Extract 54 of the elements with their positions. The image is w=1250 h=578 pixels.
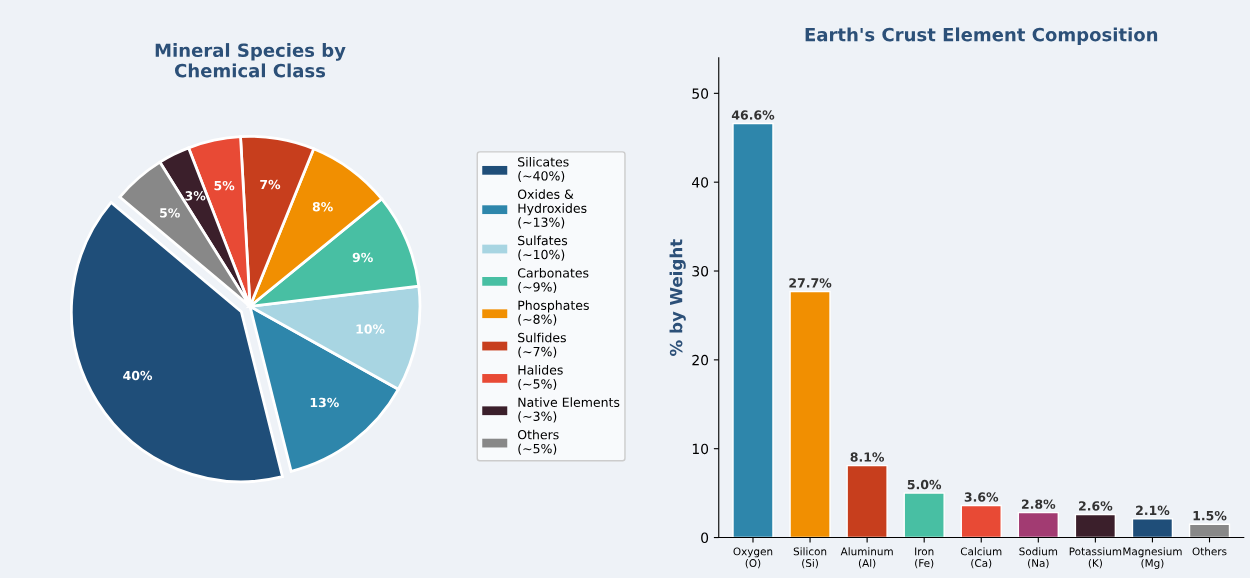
x-tick-label: Potassium (K) <box>1069 547 1122 569</box>
x-tick-label: Magnesium (Mg) <box>1123 547 1182 570</box>
y-tick-label: 20 <box>692 354 709 366</box>
y-tick-label: 40 <box>692 177 709 188</box>
legend-label: Others (~5%) <box>517 429 559 455</box>
data-label: 9% <box>352 252 373 263</box>
bar <box>1074 513 1117 538</box>
data-label: 8% <box>312 201 333 212</box>
bar <box>732 122 774 538</box>
y-axis-title: % by Weight <box>669 239 686 356</box>
bar <box>1017 511 1059 538</box>
y-tick-label: 0 <box>701 532 709 544</box>
data-label: 2.8% <box>1021 499 1056 509</box>
x-tick-label: Silicon (Si) <box>793 547 827 569</box>
data-label: 10% <box>356 324 385 334</box>
legend-label: Sulfates (~10%) <box>518 235 568 261</box>
data-label: 2.6% <box>1079 501 1113 511</box>
data-label: 27.7% <box>789 278 832 288</box>
chart-title: Mineral Species by Chemical Class <box>155 43 346 78</box>
data-label: 5% <box>214 180 235 191</box>
bar <box>960 504 1002 538</box>
legend-label: Native Elements (~3%) <box>518 397 620 423</box>
x-tick-label: Sodium (Na) <box>1019 547 1058 569</box>
data-label: 5% <box>160 208 180 218</box>
legend-label: Halides (~5%) <box>518 364 563 391</box>
data-label: 8.1% <box>850 452 885 462</box>
y-tick-label: 50 <box>692 88 709 99</box>
legend-label: Oxides & Hydroxides (~13%) <box>517 189 587 229</box>
legend-label: Sulfides (~7%) <box>518 332 566 358</box>
data-label: 40% <box>123 370 153 381</box>
data-label: 3.6% <box>964 492 999 502</box>
legend-label: Carbonates (~9%) <box>517 267 589 294</box>
bar <box>846 464 888 538</box>
bar <box>789 290 831 538</box>
x-tick-label: Oxygen (O) <box>733 547 773 569</box>
bar <box>1131 518 1174 538</box>
data-label: 46.6% <box>731 110 775 120</box>
legend-label: Phosphates (~8%) <box>518 300 589 326</box>
x-tick-label: Calcium (Ca) <box>960 547 1002 569</box>
data-label: 2.1% <box>1136 505 1170 516</box>
data-label: 1.5% <box>1193 510 1227 521</box>
bar <box>903 492 945 538</box>
chart-title: Earth's Crust Element Composition <box>805 27 1158 45</box>
data-label: 7% <box>260 179 281 190</box>
data-label: 3% <box>185 191 206 201</box>
y-tick-label: 30 <box>692 265 709 277</box>
y-tick-label: 10 <box>692 443 709 455</box>
x-tick-label: Aluminum (Al) <box>840 547 893 569</box>
data-label: 5.0% <box>907 479 942 490</box>
bar <box>1188 523 1231 538</box>
x-tick-label: Others <box>1192 547 1227 556</box>
x-tick-label: Iron (Fe) <box>915 547 934 569</box>
legend-label: Silicates (~40%) <box>518 156 569 183</box>
data-label: 13% <box>310 397 339 408</box>
